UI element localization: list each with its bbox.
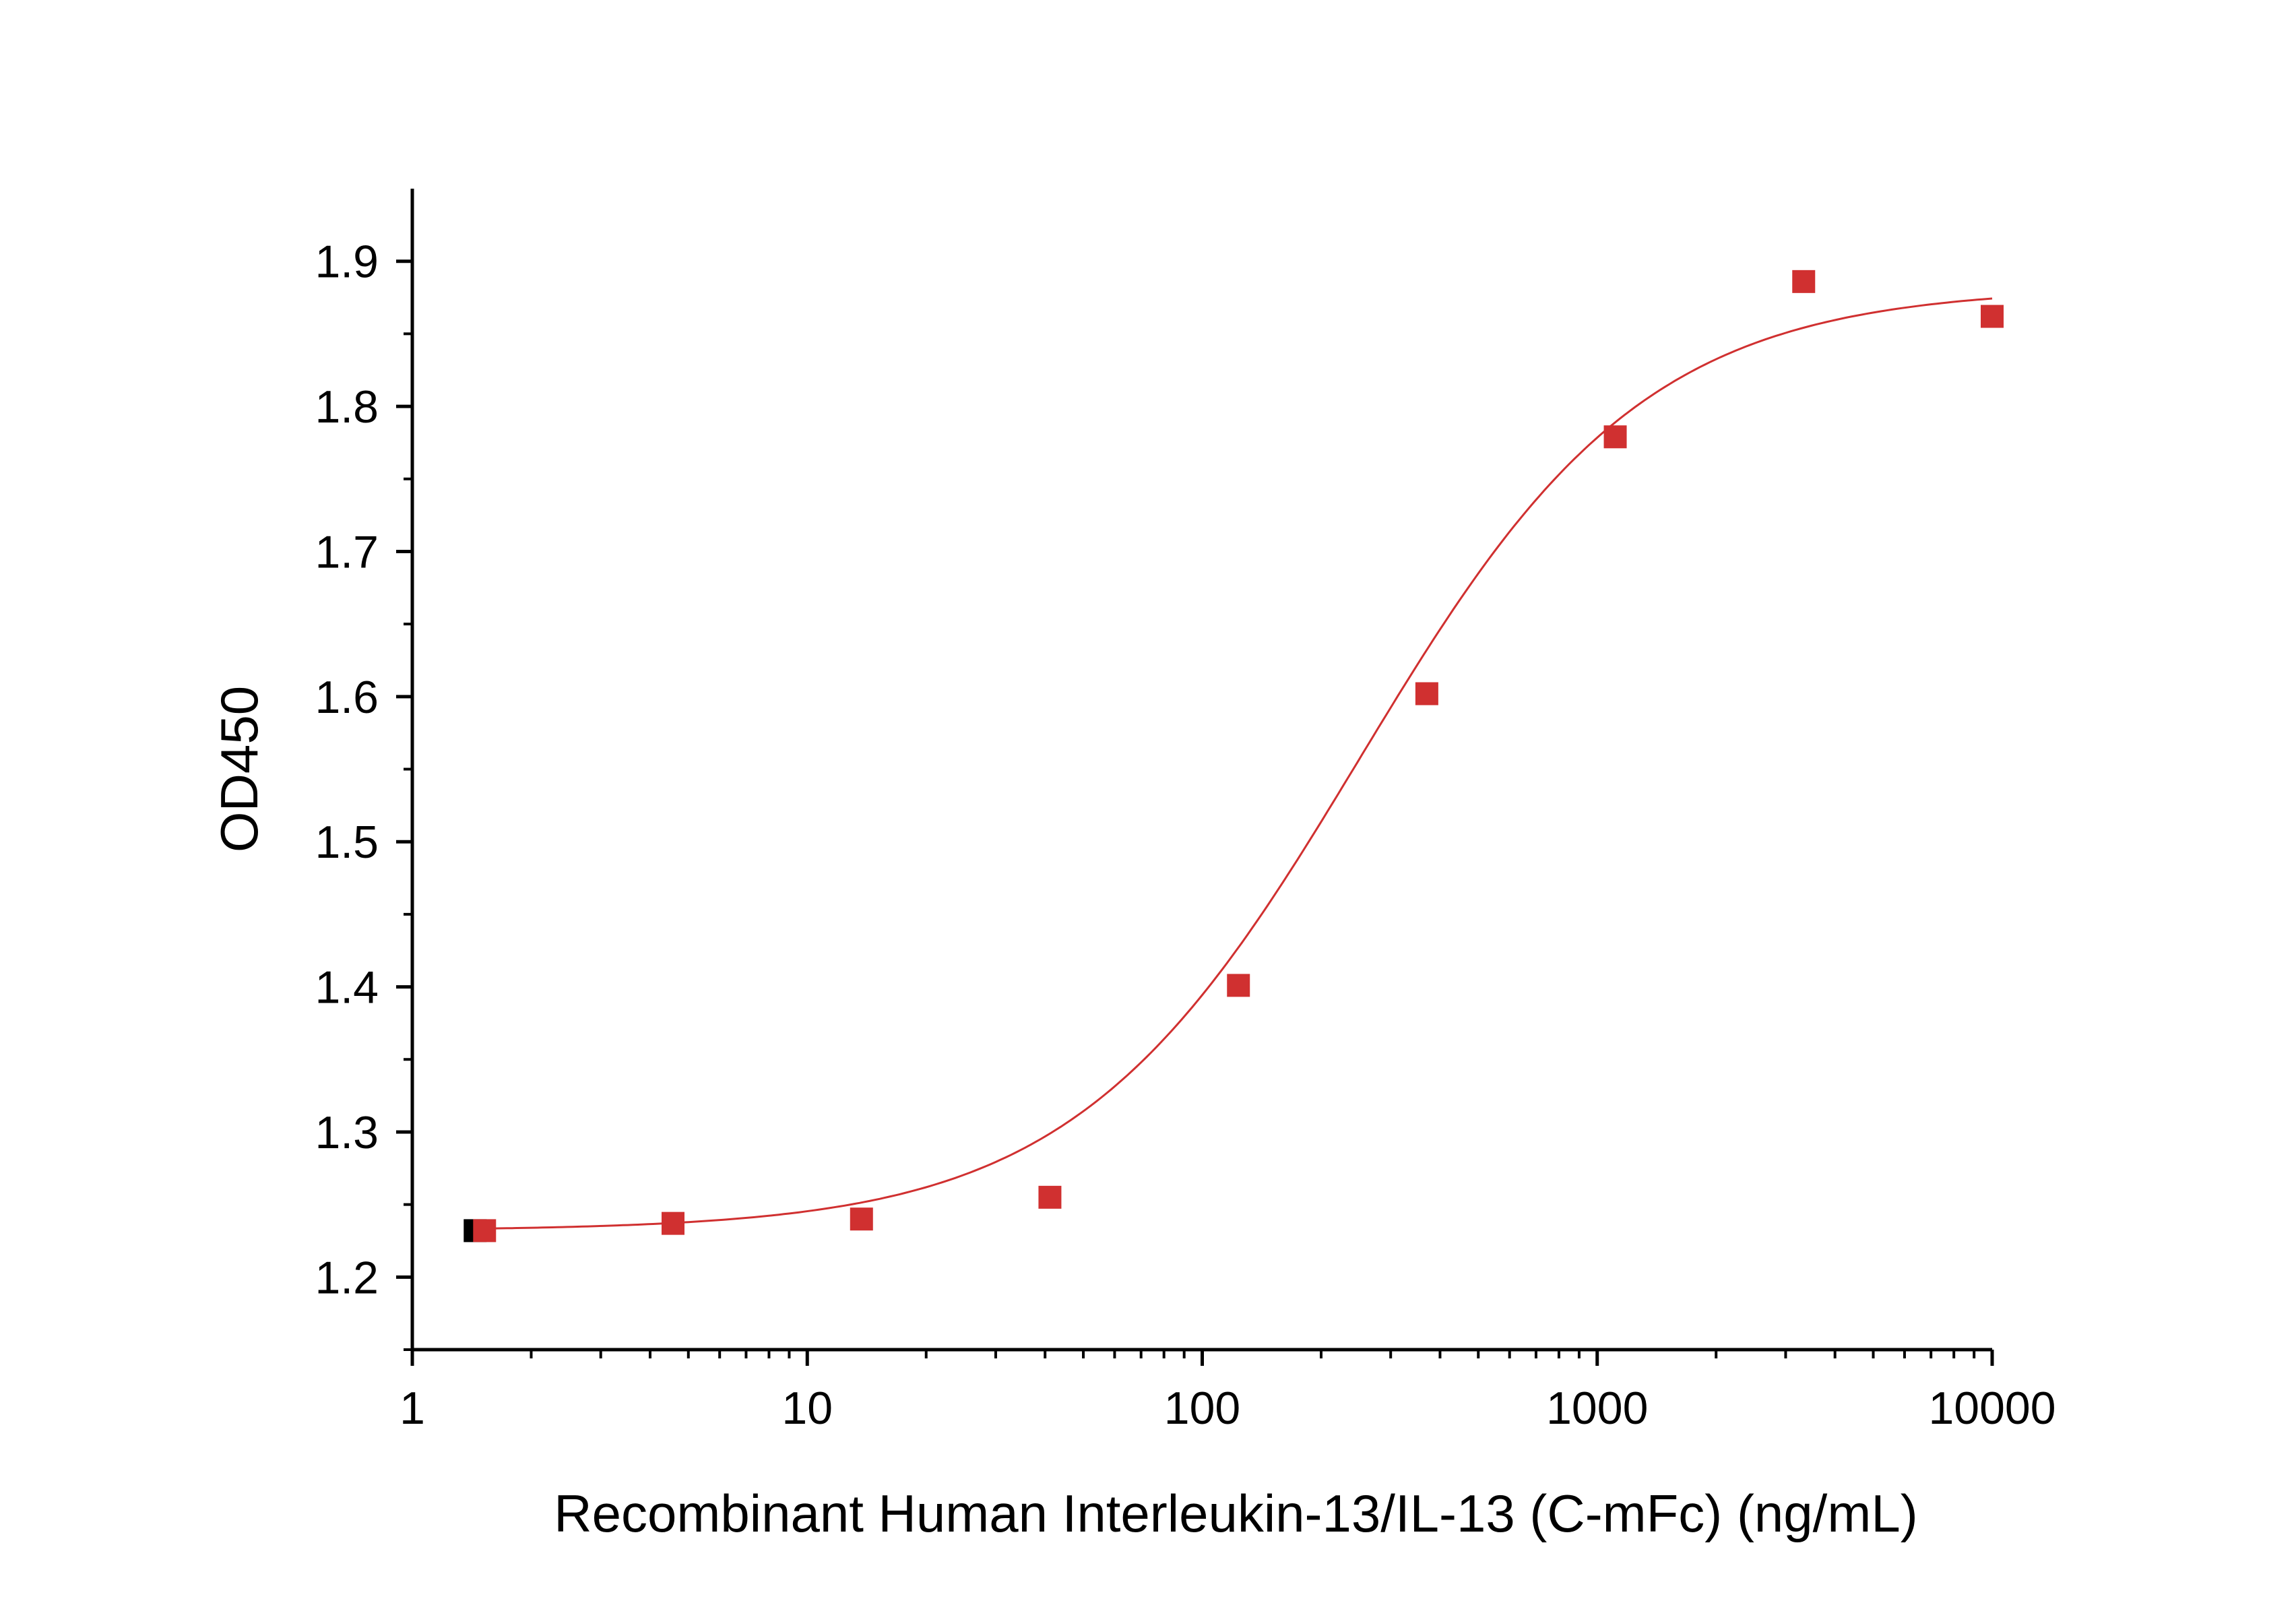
x-axis-title: Recombinant Human Interleukin-13/IL-13 (…: [554, 1484, 1917, 1543]
data-point: [1603, 425, 1627, 449]
data-point: [850, 1207, 873, 1231]
y-tick-label: 1.9: [315, 237, 379, 288]
y-tick-label: 1.3: [315, 1107, 379, 1158]
x-tick-label: 10: [782, 1383, 833, 1434]
x-tick-label: 1: [400, 1383, 425, 1434]
data-point: [1415, 682, 1438, 705]
y-tick-label: 1.7: [315, 526, 379, 577]
data-point: [1981, 305, 2004, 328]
y-tick-label: 1.2: [315, 1252, 379, 1303]
data-point: [1792, 270, 1816, 293]
y-tick-label: 1.5: [315, 817, 379, 868]
fit-curve: [482, 297, 1993, 1230]
y-tick-label: 1.6: [315, 672, 379, 723]
y-axis-title: OD450: [210, 686, 269, 852]
y-tick-label: 1.4: [315, 962, 379, 1013]
y-tick-label: 1.8: [315, 381, 379, 433]
data-point: [661, 1212, 684, 1235]
x-tick-label: 100: [1164, 1383, 1240, 1434]
x-tick-label: 1000: [1546, 1383, 1648, 1434]
data-point: [473, 1219, 497, 1243]
x-tick-label: 10000: [1928, 1383, 2055, 1434]
data-point: [1227, 974, 1250, 997]
plot-area: 1.2 1.3 1.4 1.5 1.6 1.7 1.8 1.9 1 10 100 1000 10000R…: [210, 189, 2056, 1543]
data-point: [1038, 1185, 1062, 1209]
